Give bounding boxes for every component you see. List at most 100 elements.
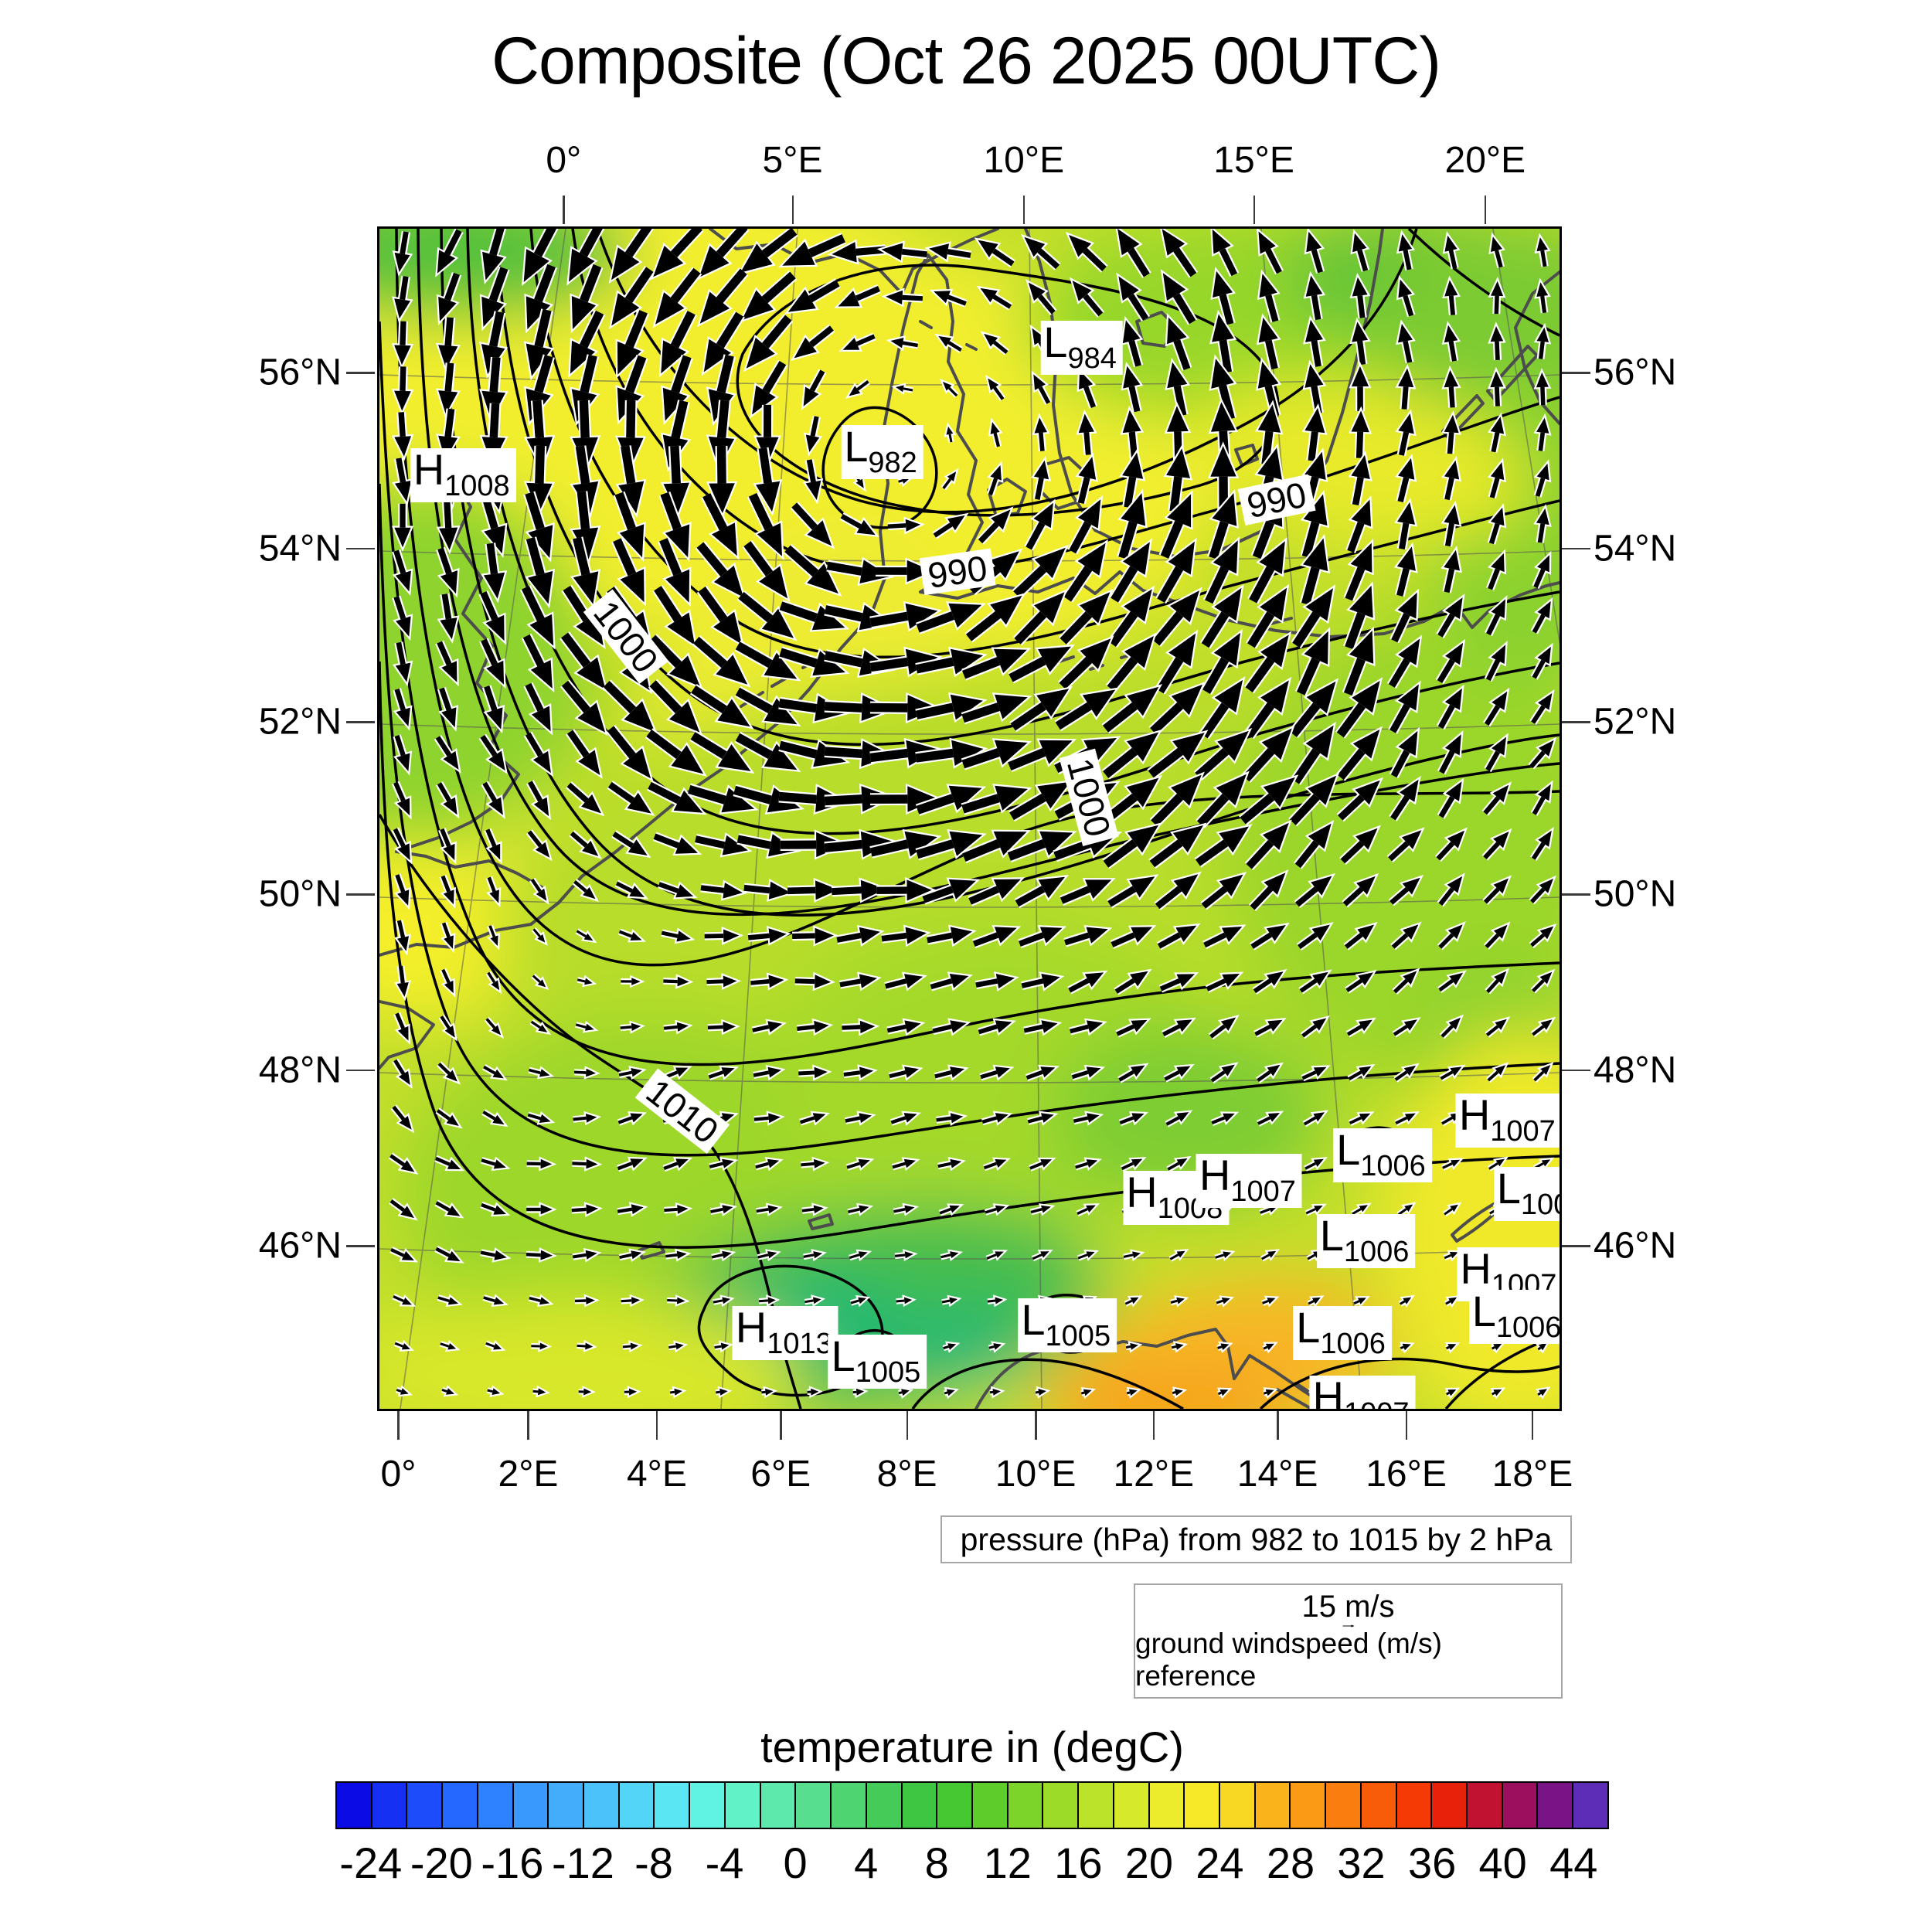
colorbar-title: temperature in (degC) (760, 1723, 1184, 1771)
axis-tick-mark-bottom (780, 1411, 782, 1440)
colorbar-tick-label: 0 (783, 1838, 808, 1887)
wind-reference-speed: 15 m/s (1301, 1590, 1395, 1624)
wind-reference-caption: ground windspeed (m/s) reference (1135, 1628, 1442, 1692)
colorbar-tick-label: 20 (1124, 1838, 1174, 1887)
colorbar-cell (937, 1783, 973, 1828)
colorbar-tick-label: 4 (854, 1838, 879, 1887)
pressure-center-label: L982 (841, 424, 923, 479)
colorbar-cell (832, 1783, 867, 1828)
colorbar-cell (866, 1783, 903, 1828)
axis-tick-label-left: 52°N (258, 701, 342, 743)
colorbar-cell (1114, 1783, 1150, 1828)
colorbar-cell (478, 1783, 514, 1828)
colorbar-cell (1255, 1783, 1291, 1828)
colorbar-tick-label: 16 (1054, 1838, 1103, 1887)
axis-tick-mark-bottom (1035, 1411, 1037, 1440)
axis-tick-label-right: 46°N (1594, 1225, 1677, 1267)
axis-tick-mark-right (1562, 1245, 1590, 1247)
colorbar-tick-label: -20 (410, 1838, 473, 1887)
axis-tick-mark-right (1562, 547, 1590, 550)
axis-tick-mark-bottom (1152, 1411, 1155, 1440)
pressure-caption-text: pressure (hPa) from 982 to 1015 by 2 hPa (960, 1521, 1553, 1557)
colorbar-cell (619, 1783, 655, 1828)
axis-tick-mark-left (346, 721, 375, 723)
pressure-center-label: L984 (1040, 321, 1123, 376)
colorbar-cell (1396, 1783, 1433, 1828)
pressure-center-label: H1013 (732, 1306, 838, 1361)
axis-tick-label-bottom: 0° (380, 1454, 417, 1495)
colorbar-cell (1538, 1783, 1574, 1828)
colorbar-cell (1361, 1783, 1397, 1828)
colorbar-cell (1149, 1783, 1185, 1828)
colorbar-cell (1079, 1783, 1114, 1828)
colorbar-cell (1008, 1783, 1044, 1828)
colorbar-cell (972, 1783, 1009, 1828)
pressure-center-label: L1006 (1468, 1289, 1560, 1344)
axis-tick-label-right: 48°N (1594, 1049, 1677, 1091)
pressure-center-label: L1006 (1493, 1167, 1560, 1222)
axis-tick-label-left: 48°N (258, 1049, 342, 1091)
axis-tick-mark-right (1562, 721, 1590, 723)
colorbar-cell (407, 1783, 444, 1828)
colorbar-tick-label: 40 (1478, 1838, 1527, 1887)
axis-tick-label-bottom: 18°E (1492, 1454, 1573, 1495)
colorbar-cell (443, 1783, 478, 1828)
axis-tick-mark-left (346, 372, 375, 374)
pressure-center-label: L1006 (1333, 1128, 1432, 1182)
axis-tick-mark-top (1022, 196, 1026, 224)
colorbar-tick-label: 28 (1266, 1838, 1315, 1887)
axis-tick-mark-top (563, 196, 565, 224)
colorbar-cell (549, 1783, 585, 1828)
axis-tick-mark-right (1562, 1069, 1590, 1072)
axis-tick-mark-bottom (1531, 1411, 1534, 1440)
pressure-center-label: H1007 (1455, 1094, 1560, 1148)
axis-tick-label-top: 0° (546, 140, 582, 181)
pressure-center-label: L1006 (1293, 1306, 1392, 1361)
map-plot-area: H1008 L984 L982 H1013 L1005 L1005 H1008 H1007 L1… (377, 226, 1562, 1411)
axis-tick-label-top: 20°E (1444, 140, 1526, 181)
axis-tick-mark-right (1562, 893, 1590, 896)
pressure-center-label: H1007 (1196, 1154, 1302, 1209)
axis-tick-label-left: 50°N (258, 873, 342, 915)
colorbar-cell (760, 1783, 797, 1828)
axis-tick-mark-bottom (1405, 1411, 1408, 1440)
axis-tick-mark-left (346, 547, 375, 550)
page-title: Composite (Oct 26 2025 00UTC) (491, 24, 1441, 98)
axis-tick-label-top: 15°E (1213, 140, 1294, 181)
colorbar (335, 1781, 1609, 1829)
colorbar-tick-labels: -24 -20 -16 -12 -8 -4 0 4 8 12 16 20 24 28 32 36 40 44 (335, 1838, 1609, 1892)
axis-tick-label-bottom: 8°E (876, 1454, 937, 1495)
colorbar-tick-label: 36 (1407, 1838, 1457, 1887)
colorbar-cell (1326, 1783, 1362, 1828)
axis-tick-label-left: 46°N (258, 1225, 342, 1267)
axis-tick-label-bottom: 12°E (1113, 1454, 1195, 1495)
pressure-center-label: H1008 (410, 448, 516, 503)
axis-tick-label-bottom: 4°E (626, 1454, 687, 1495)
colorbar-cell (1291, 1783, 1327, 1828)
axis-tick-label-bottom: 16°E (1366, 1454, 1447, 1495)
colorbar-cell (337, 1783, 372, 1828)
colorbar-tick-label: 44 (1549, 1838, 1598, 1887)
axis-tick-mark-top (791, 196, 794, 224)
colorbar-cell (1573, 1783, 1607, 1828)
axis-tick-label-right: 56°N (1594, 352, 1677, 393)
axis-tick-mark-left (346, 1069, 375, 1072)
colorbar-cell (513, 1783, 549, 1828)
axis-tick-mark-right (1562, 372, 1590, 374)
axis-tick-mark-top (1253, 196, 1256, 224)
colorbar-cell (1185, 1783, 1220, 1828)
pressure-center-label: L1005 (1018, 1298, 1117, 1352)
axis-tick-label-bottom: 2°E (498, 1454, 559, 1495)
axis-tick-label-right: 52°N (1594, 701, 1677, 743)
axis-tick-mark-top (1484, 196, 1487, 224)
colorbar-cell (1219, 1783, 1256, 1828)
colorbar-cell (1043, 1783, 1080, 1828)
colorbar-tick-label: -4 (705, 1838, 744, 1887)
colorbar-tick-label: 24 (1196, 1838, 1244, 1887)
wind-reference-arrow-icon (1342, 1624, 1355, 1628)
axis-tick-label-bottom: 6°E (750, 1454, 811, 1495)
colorbar-tick-label: 32 (1337, 1838, 1386, 1887)
axis-tick-mark-bottom (397, 1411, 400, 1440)
axis-tick-label-top: 10°E (983, 140, 1065, 181)
pressure-caption-box: pressure (hPa) from 982 to 1015 by 2 hPa (940, 1515, 1572, 1563)
